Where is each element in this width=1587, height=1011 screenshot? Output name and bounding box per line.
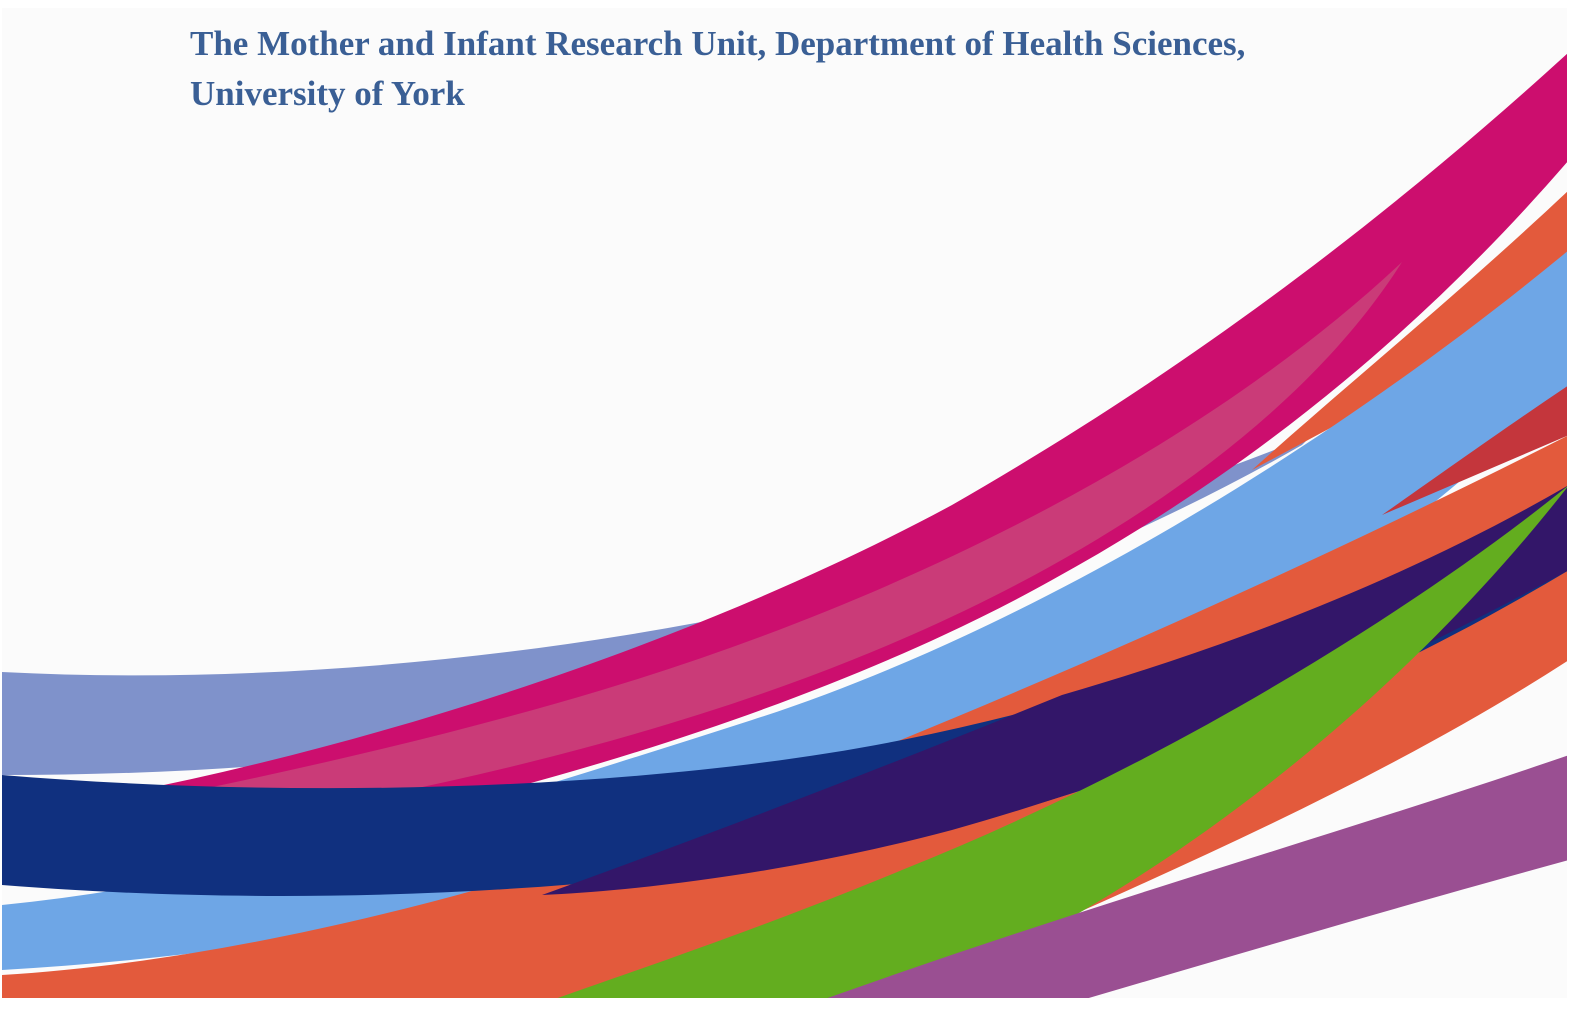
title-line: The Mother and Infant Research Unit, Dep… — [190, 24, 1245, 64]
page-root: The Mother and Infant Research Unit, Dep… — [0, 0, 1587, 1011]
cover-page: The Mother and Infant Research Unit, Dep… — [2, 8, 1567, 998]
decorative-ribbons — [2, 8, 1567, 998]
title-line: University of York — [190, 74, 465, 114]
